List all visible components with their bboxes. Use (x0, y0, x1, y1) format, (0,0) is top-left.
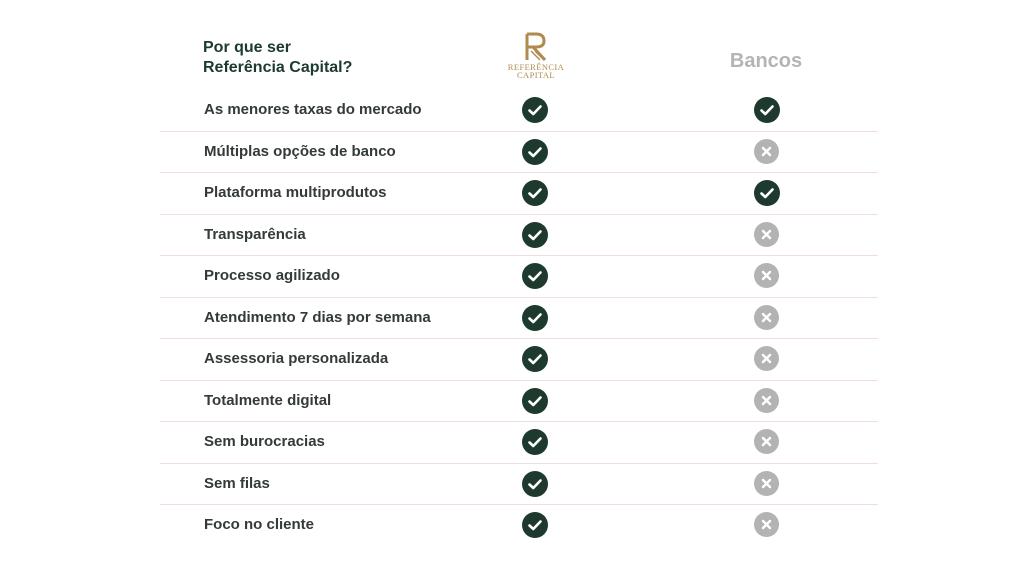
cross-icon (754, 429, 779, 454)
logo-text-line-1: REFERÊNCIA (507, 62, 565, 72)
row-label: Atendimento 7 dias por semana (204, 308, 431, 326)
table-row: Múltiplas opções de banco (160, 132, 878, 173)
check-icon (522, 221, 548, 248)
cross-icon (754, 263, 779, 288)
referencia-capital-logo: REFERÊNCIA CAPITAL (506, 32, 566, 82)
check-icon (754, 180, 780, 206)
check-icon (522, 138, 548, 165)
row-label: Foco no cliente (204, 516, 315, 533)
row-label: Múltiplas opções de banco (204, 142, 396, 160)
table-row: Foco no cliente (160, 505, 878, 546)
logo-r-mark-icon (525, 32, 547, 62)
logo-text: REFERÊNCIA CAPITAL (506, 62, 566, 80)
table-row: Plataforma multiprodutos (160, 173, 878, 215)
check-icon (522, 180, 548, 206)
logo-text-line-2: CAPITAL (516, 70, 555, 80)
row-label: Processo agilizado (204, 267, 340, 284)
cross-icon (754, 304, 779, 330)
check-icon (522, 429, 548, 455)
cross-icon (754, 470, 779, 496)
comparison-header: Por que ser Referência Capital? REFERÊNC… (0, 0, 1024, 90)
row-label: Totalmente digital (204, 391, 332, 409)
page-title: Por que ser Referência Capital? (203, 38, 352, 78)
cross-icon (754, 138, 779, 164)
cross-icon (754, 346, 779, 371)
cross-icon (754, 512, 779, 537)
table-row: Assessoria personalizada (160, 339, 878, 381)
check-icon (522, 97, 548, 123)
title-line-1: Por que ser (203, 39, 292, 56)
row-label: Sem burocracias (204, 433, 325, 450)
check-icon (522, 346, 548, 372)
check-icon (522, 263, 548, 289)
title-line-2: Referência Capital? (203, 59, 353, 76)
table-row: Sem burocracias (160, 422, 878, 464)
check-icon (522, 304, 548, 331)
check-icon (522, 387, 548, 414)
row-label: Plataforma multiprodutos (204, 184, 387, 201)
table-row: Totalmente digital (160, 381, 878, 422)
table-row: Sem filas (160, 464, 878, 505)
check-icon (522, 512, 548, 538)
table-row: Processo agilizado (160, 256, 878, 298)
row-label: Transparência (204, 225, 306, 243)
competitor-column-label: Bancos (729, 50, 803, 72)
check-icon (522, 470, 548, 497)
row-label: Assessoria personalizada (204, 350, 389, 367)
comparison-table: As menores taxas do mercado Múltiplas opç… (160, 90, 878, 546)
table-row: As menores taxas do mercado (160, 90, 878, 132)
check-icon (754, 97, 780, 123)
cross-icon (754, 387, 779, 413)
cross-icon (754, 221, 779, 247)
table-row: Atendimento 7 dias por semana (160, 298, 878, 339)
table-row: Transparência (160, 215, 878, 256)
row-label: Sem filas (204, 474, 270, 492)
row-label: As menores taxas do mercado (204, 101, 422, 118)
